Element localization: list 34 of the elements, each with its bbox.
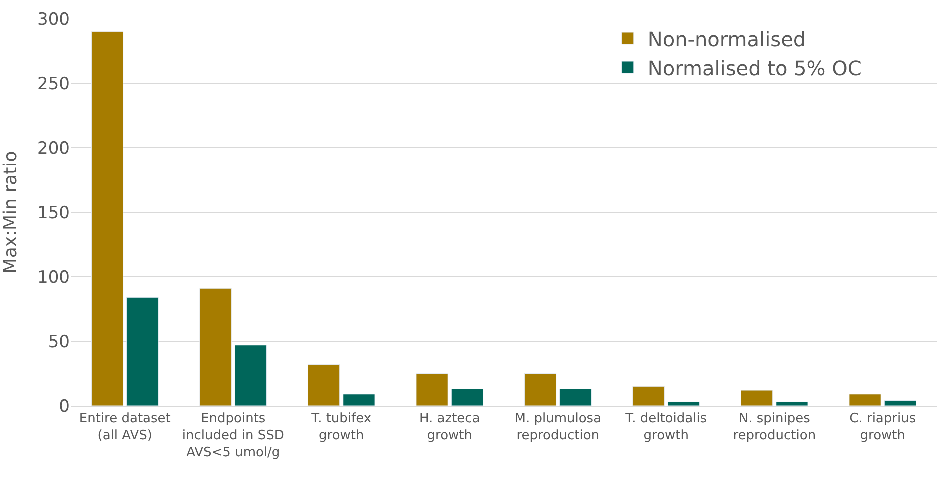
x-tick-label: C. riaprius growth (850, 412, 916, 444)
legend-label: Non-normalised (648, 27, 806, 52)
bar (234, 345, 268, 406)
bar (126, 297, 159, 406)
y-axis-title: Max:Min ratio (0, 151, 22, 274)
y-tick-label: 100 (38, 268, 70, 288)
bar (776, 402, 808, 406)
bar (308, 364, 340, 406)
y-tick-label: 0 (59, 396, 70, 417)
bar (200, 288, 232, 406)
y-tick-label: 150 (38, 203, 70, 224)
bar (451, 388, 484, 406)
bar (91, 32, 124, 406)
x-tick-label: T. tubifex growth (310, 412, 372, 444)
y-tick-label: 250 (38, 74, 70, 94)
bar (343, 394, 376, 406)
bar (524, 374, 557, 406)
x-tick-label: H. azteca growth (419, 412, 480, 444)
bar (668, 402, 700, 406)
bar (740, 390, 774, 406)
bar (849, 394, 882, 406)
y-tick-label: 200 (38, 138, 70, 159)
x-tick-label: Endpoints included in SSD AVS<5 umol/g (182, 412, 284, 460)
bar (884, 400, 917, 406)
x-tick-label: Entire dataset (all AVS) (79, 412, 171, 444)
x-tick-label: N. spinipes reproduction (733, 412, 816, 444)
bar (632, 386, 665, 406)
x-tick-label: T. deltoidalis growth (624, 412, 708, 444)
legend-label: Normalised to 5% OC (648, 56, 862, 80)
bar (416, 374, 448, 406)
bar (560, 388, 592, 406)
y-tick-label: 300 (38, 10, 70, 30)
y-tick-label: 50 (48, 332, 70, 352)
x-tick-label: M. plumulosa reproduction (514, 412, 602, 444)
